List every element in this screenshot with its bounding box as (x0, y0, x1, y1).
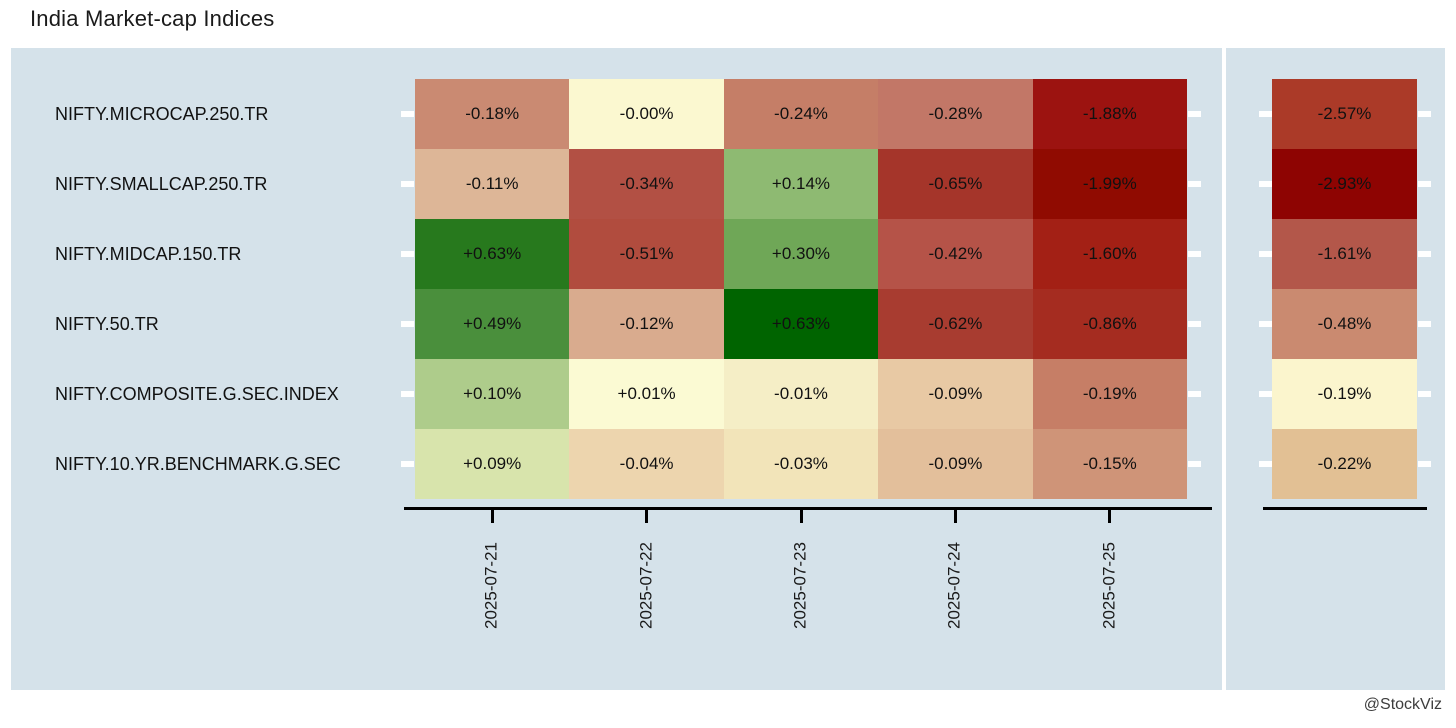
heatmap-cell: +0.63% (415, 219, 570, 289)
heatmap-cell: -0.03% (723, 429, 879, 499)
heatmap-cell: -0.09% (878, 359, 1033, 429)
row-tick (1259, 391, 1272, 397)
x-axis-tick (799, 510, 803, 523)
heatmap-cell: -1.60% (1032, 219, 1187, 289)
heatmap-cell: -0.01% (723, 359, 879, 429)
heatmap-cell: +0.63% (723, 289, 879, 359)
heatmap-cell: -0.15% (1032, 429, 1187, 499)
row-label: NIFTY.COMPOSITE.G.SEC.INDEX (55, 383, 339, 404)
row-tick (1418, 321, 1431, 327)
row-label: NIFTY.50.TR (55, 313, 159, 334)
x-axis-label: 2025-07-25 (1099, 542, 1119, 629)
weekly-heatmap-cell: -0.19% (1272, 359, 1417, 429)
weekly-heatmap-cell: -0.48% (1272, 289, 1417, 359)
heatmap-cell: -1.99% (1032, 149, 1187, 219)
row-tick (1418, 251, 1431, 257)
row-tick (1259, 111, 1272, 117)
row-tick (1188, 111, 1201, 117)
heatmap-cell: -0.04% (569, 429, 724, 499)
row-label: NIFTY.10.YR.BENCHMARK.G.SEC (55, 453, 341, 474)
heatmap-cell: -0.19% (1032, 359, 1187, 429)
daily-x-axis-line (404, 507, 1212, 510)
x-axis-tick (645, 510, 649, 523)
page-title: India Market-cap Indices (30, 6, 275, 31)
row-tick (1188, 251, 1201, 257)
weekly-heatmap-cell: -2.57% (1272, 79, 1417, 149)
row-tick (1188, 461, 1201, 467)
heatmap-cell: -0.00% (569, 79, 724, 149)
row-tick (1418, 111, 1431, 117)
weekly-heatmap-cell: -0.22% (1272, 429, 1417, 499)
row-tick (1418, 391, 1431, 397)
heatmap-cell: -0.65% (878, 149, 1033, 219)
row-tick (1259, 321, 1272, 327)
row-tick (1188, 391, 1201, 397)
x-axis-tick (1108, 510, 1112, 523)
heatmap-cell: +0.10% (415, 359, 570, 429)
row-tick (1188, 181, 1201, 187)
row-tick (401, 111, 414, 117)
weekly-x-axis-line (1263, 507, 1427, 510)
weekly-heatmap-cell: -2.93% (1272, 149, 1417, 219)
heatmap-cell: -0.12% (569, 289, 724, 359)
heatmap-cell: -1.88% (1032, 79, 1187, 149)
heatmap-cell: -0.28% (878, 79, 1033, 149)
heatmap-cell: -0.18% (415, 79, 570, 149)
row-tick (1418, 181, 1431, 187)
row-tick (1259, 461, 1272, 467)
row-tick (1418, 461, 1431, 467)
heatmap-cell: -0.42% (878, 219, 1033, 289)
heatmap-cell: +0.30% (723, 219, 879, 289)
weekly-heatmap-cell: -1.61% (1272, 219, 1417, 289)
daily-heatmap-grid: -0.18% -0.00% -0.24% -0.28% -1.88% -0.11% -0.3… (415, 79, 1187, 499)
heatmap-cell: -0.09% (878, 429, 1033, 499)
heatmap-cell: +0.14% (723, 149, 879, 219)
x-axis-label: 2025-07-24 (944, 542, 964, 629)
row-tick (401, 461, 414, 467)
heatmap-cell: -0.11% (415, 149, 570, 219)
row-tick (1188, 321, 1201, 327)
row-tick (1259, 181, 1272, 187)
credit-watermark: @StockViz (1363, 696, 1442, 713)
row-tick (1259, 251, 1272, 257)
row-tick (401, 391, 414, 397)
row-label: NIFTY.MIDCAP.150.TR (55, 243, 242, 264)
x-axis-label: 2025-07-23 (790, 542, 810, 629)
row-label: NIFTY.MICROCAP.250.TR (55, 103, 269, 124)
row-tick (401, 181, 414, 187)
heatmap-cell: +0.49% (415, 289, 570, 359)
x-axis-label: 2025-07-21 (481, 542, 501, 629)
heatmap-cell: -0.34% (569, 149, 724, 219)
row-label: NIFTY.SMALLCAP.250.TR (55, 173, 268, 194)
x-axis-tick (953, 510, 957, 523)
weekly-heatmap-grid: -2.57% -2.93% -1.61% -0.48% -0.19% -0.22% (1272, 79, 1417, 499)
x-axis-label: 2025-07-22 (636, 542, 656, 629)
row-tick (401, 251, 414, 257)
row-tick (401, 321, 414, 327)
heatmap-cell: -0.62% (878, 289, 1033, 359)
heatmap-cell: -0.86% (1032, 289, 1187, 359)
heatmap-cell: +0.09% (415, 429, 570, 499)
heatmap-cell: -0.51% (569, 219, 724, 289)
x-axis-tick (490, 510, 494, 523)
heatmap-cell: +0.01% (569, 359, 724, 429)
heatmap-cell: -0.24% (723, 79, 879, 149)
